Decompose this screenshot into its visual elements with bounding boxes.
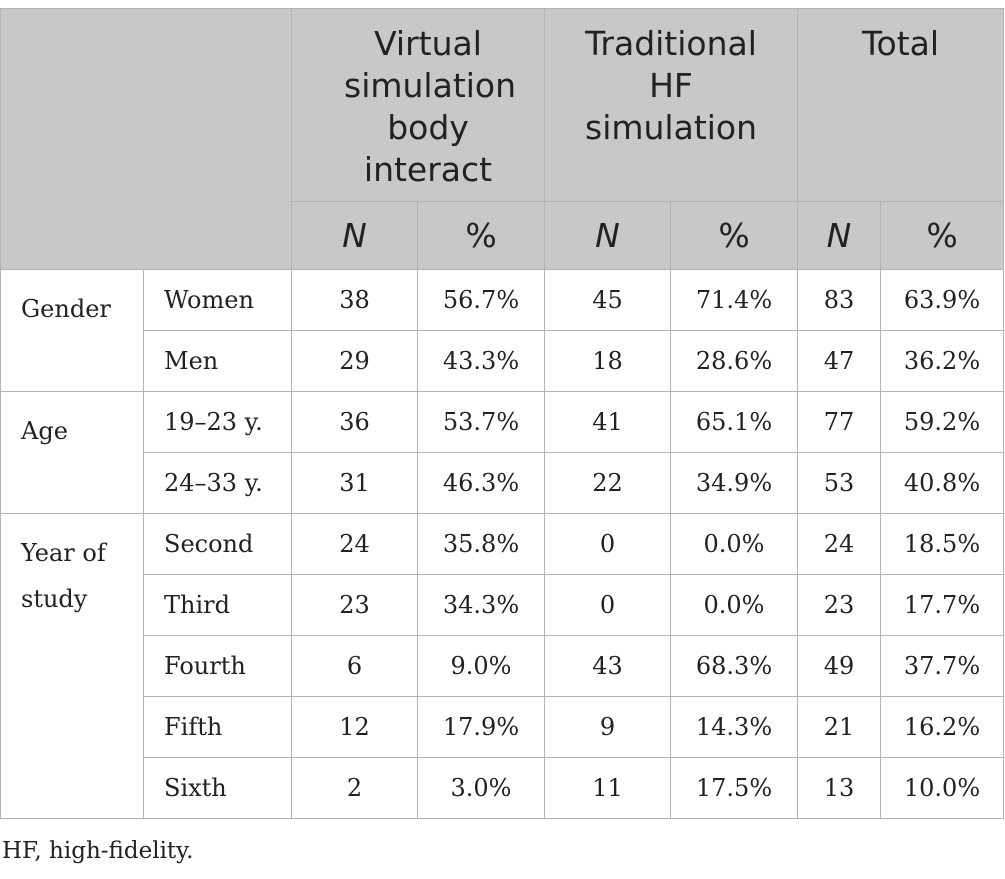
table-row: Age 19–23 y. 36 53.7% 41 65.1% 77 59.2% [0,391,1005,514]
value-cell: 65.1% [670,391,799,453]
header-sub-n: N [544,201,672,270]
value-cell: 10.0% [880,757,1005,819]
value-cell: 9.0% [416,635,546,697]
value-cell: 41 [544,391,672,453]
value-cell: 16.2% [880,696,1005,758]
subcategory-cell: Fourth [143,635,292,697]
value-cell: 53 [797,452,882,514]
value-cell: 23 [291,574,418,636]
value-cell: 45 [544,269,672,331]
value-cell: 28.6% [670,330,799,392]
demographics-table: Virtual simulation body interact Traditi… [0,8,1005,819]
value-cell: 47 [797,330,882,392]
value-cell: 68.3% [670,635,799,697]
header-group-virtual: Virtual simulation body interact [290,8,546,202]
value-cell: 36.2% [880,330,1005,392]
table-row: Third 23 34.3% 0 0.0% 23 17.7% [1,574,1005,636]
header-blank-cell [0,8,292,270]
value-cell: 14.3% [670,696,799,758]
value-cell: 13 [797,757,882,819]
value-cell: 83 [797,269,882,331]
header-sub-n: N [797,201,882,270]
subcategory-cell: Sixth [143,757,292,819]
value-cell: 17.9% [416,696,546,758]
value-cell: 2 [291,757,418,819]
value-cell: 63.9% [880,269,1005,331]
value-cell: 17.5% [670,757,799,819]
value-cell: 36 [291,391,418,453]
header-sub-percent: % [670,201,799,270]
value-cell: 71.4% [670,269,799,331]
header-group-row: Virtual simulation body interact Traditi… [0,8,1005,270]
value-cell: 0 [544,513,672,575]
table-footnote: HF, high-fidelity. [2,838,194,864]
value-cell: 35.8% [416,513,546,575]
header-group-total: Total [797,8,1005,202]
value-cell: 12 [291,696,418,758]
header-sub-percent: % [416,201,546,270]
value-cell: 53.7% [416,391,546,453]
value-cell: 24 [797,513,882,575]
table-row: Men 29 43.3% 18 28.6% 47 36.2% [1,330,1005,392]
value-cell: 24 [291,513,418,575]
table-row: Gender Women 38 56.7% 45 71.4% 83 63.9% [0,269,1005,392]
subcategory-cell: Women [143,269,292,331]
value-cell: 34.3% [416,574,546,636]
value-cell: 46.3% [416,452,546,514]
header-group-traditional: Traditional HF simulation [544,8,799,202]
header-sub-percent: % [880,201,1005,270]
value-cell: 38 [291,269,418,331]
category-age: Age [0,391,144,514]
value-cell: 31 [291,452,418,514]
value-cell: 18.5% [880,513,1005,575]
table-row: 24–33 y. 31 46.3% 22 34.9% 53 40.8% [1,452,1005,514]
value-cell: 0.0% [670,513,799,575]
value-cell: 9 [544,696,672,758]
category-year-of-study: Year of study [0,513,144,819]
table-row: Sixth 2 3.0% 11 17.5% 13 10.0% [1,757,1005,819]
header-sub-row: N % N % N % [1,201,1005,270]
value-cell: 0.0% [670,574,799,636]
value-cell: 17.7% [880,574,1005,636]
subcategory-cell: Men [143,330,292,392]
value-cell: 23 [797,574,882,636]
value-cell: 77 [797,391,882,453]
subcategory-cell: Third [143,574,292,636]
value-cell: 49 [797,635,882,697]
value-cell: 3.0% [416,757,546,819]
table-row: Fourth 6 9.0% 43 68.3% 49 37.7% [1,635,1005,697]
header-sub-n: N [291,201,418,270]
value-cell: 40.8% [880,452,1005,514]
value-cell: 56.7% [416,269,546,331]
subcategory-cell: 19–23 y. [143,391,292,453]
value-cell: 37.7% [880,635,1005,697]
value-cell: 34.9% [670,452,799,514]
value-cell: 6 [291,635,418,697]
value-cell: 21 [797,696,882,758]
subcategory-cell: Second [143,513,292,575]
table-row: Fifth 12 17.9% 9 14.3% 21 16.2% [1,696,1005,758]
table-row: Year of study Second 24 35.8% 0 0.0% 24 … [0,513,1005,819]
value-cell: 29 [291,330,418,392]
value-cell: 18 [544,330,672,392]
value-cell: 59.2% [880,391,1005,453]
subcategory-cell: Fifth [143,696,292,758]
subcategory-cell: 24–33 y. [143,452,292,514]
value-cell: 0 [544,574,672,636]
value-cell: 11 [544,757,672,819]
value-cell: 43 [544,635,672,697]
value-cell: 22 [544,452,672,514]
category-gender: Gender [0,269,144,392]
value-cell: 43.3% [416,330,546,392]
